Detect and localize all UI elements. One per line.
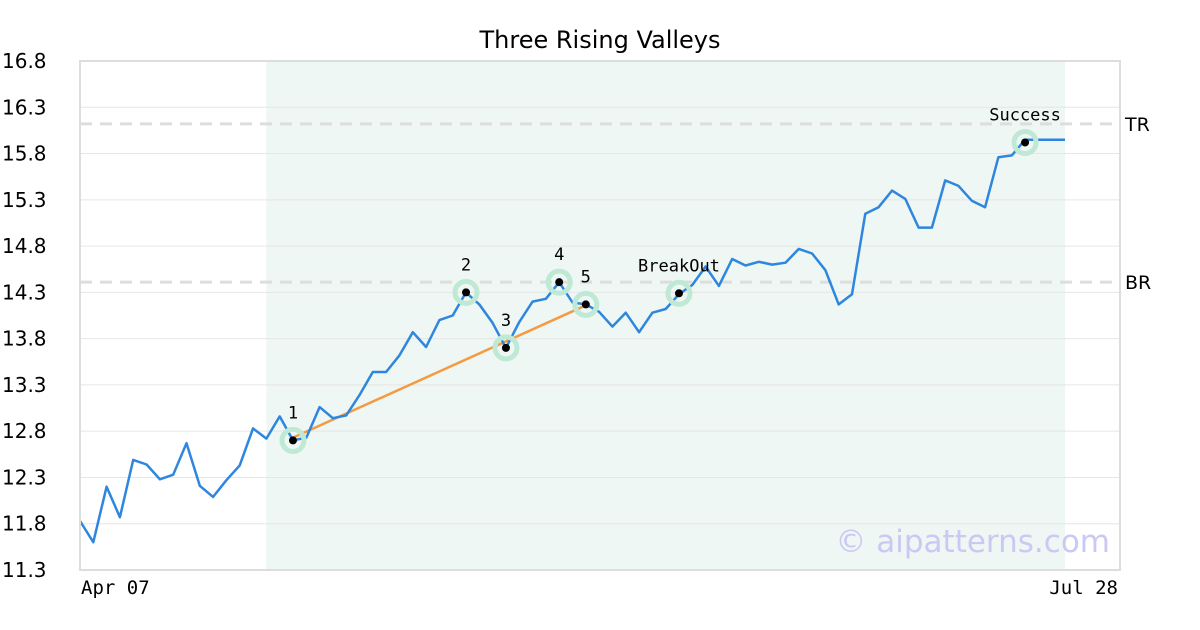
marked-point-dot bbox=[501, 343, 510, 352]
y-tick-label: 11.3 bbox=[2, 558, 47, 582]
marked-point-label: 4 bbox=[554, 245, 564, 265]
marked-point-dot bbox=[462, 288, 471, 297]
y-axis-tick-labels: 11.3 11.8 12.3 12.8 13.3 13.8 14.3 14.8 15.3 15.8… bbox=[2, 49, 47, 582]
x-tick-start: Apr 07 bbox=[81, 577, 150, 599]
pattern-shaded-region bbox=[266, 61, 1066, 570]
marked-point-dot bbox=[1021, 138, 1030, 147]
marked-point-2: 2 bbox=[452, 255, 480, 306]
marked-point-5: 5 bbox=[572, 267, 600, 318]
marked-point-dot bbox=[581, 300, 590, 309]
marked-point-dot bbox=[288, 436, 297, 445]
marked-point-label: BreakOut bbox=[638, 256, 720, 276]
gridlines bbox=[80, 60, 1120, 571]
reference-label-tr: TR bbox=[1124, 114, 1150, 136]
y-tick-label: 14.8 bbox=[2, 234, 47, 258]
marked-point-label: 3 bbox=[501, 311, 511, 331]
y-tick-label: 14.3 bbox=[2, 280, 47, 304]
reference-lines: TR BR bbox=[80, 114, 1151, 294]
marked-point-label: 1 bbox=[288, 403, 298, 423]
reference-label-br: BR bbox=[1125, 272, 1151, 294]
marked-point-label: 5 bbox=[581, 267, 591, 287]
y-tick-label: 16.3 bbox=[2, 95, 47, 119]
y-tick-label: 15.8 bbox=[2, 142, 47, 166]
marked-point-dot bbox=[674, 289, 683, 298]
marked-point-halo bbox=[492, 334, 520, 362]
y-tick-label: 12.8 bbox=[2, 419, 47, 443]
marked-point-4: 4 bbox=[545, 245, 573, 296]
marked-point-breakout: BreakOut bbox=[638, 256, 720, 307]
y-tick-label: 15.3 bbox=[2, 188, 47, 212]
y-tick-label: 11.8 bbox=[2, 512, 47, 536]
marked-point-3: 3 bbox=[492, 311, 520, 362]
marked-point-halo bbox=[1011, 128, 1039, 156]
y-tick-label: 13.3 bbox=[2, 373, 47, 397]
marked-point-label: 2 bbox=[461, 255, 471, 275]
y-tick-label: 13.8 bbox=[2, 327, 47, 351]
marked-point-halo bbox=[279, 426, 307, 454]
marked-point-label: Success bbox=[989, 105, 1061, 125]
marked-point-halo bbox=[545, 268, 573, 296]
chart-title: Three Rising Valleys bbox=[478, 26, 720, 54]
marked-points: 1 2 3 45 BreakOut Success bbox=[279, 105, 1061, 454]
y-tick-label: 16.8 bbox=[2, 49, 47, 73]
plot-frame bbox=[79, 60, 1121, 571]
marked-point-success: Success bbox=[989, 105, 1061, 156]
y-tick-label: 12.3 bbox=[2, 465, 47, 489]
marked-point-1: 1 bbox=[279, 403, 307, 454]
marked-point-halo bbox=[572, 290, 600, 318]
x-tick-end: Jul 28 bbox=[1049, 577, 1118, 599]
marked-point-dot bbox=[555, 278, 564, 287]
watermark: © aipatterns.com bbox=[835, 524, 1110, 560]
marked-point-halo bbox=[665, 279, 693, 307]
marked-point-halo bbox=[452, 278, 480, 306]
